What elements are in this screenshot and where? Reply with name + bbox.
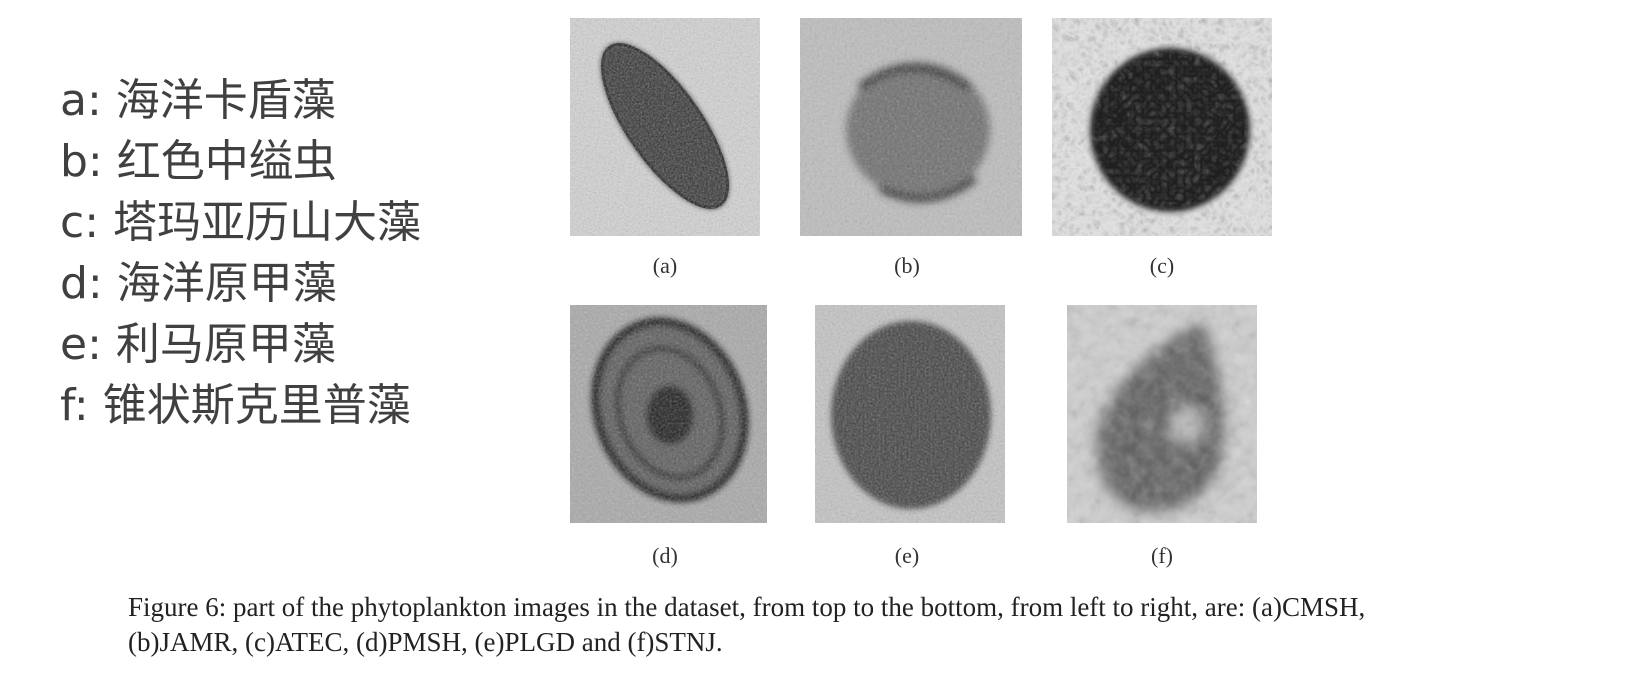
legend-item-c: c: 塔玛亚历山大藻 — [60, 197, 422, 248]
caption-line-2: (b)JAMR, (c)ATEC, (d)PMSH, (e)PLGD and (… — [128, 627, 723, 657]
panel-label-e: (e) — [894, 543, 920, 568]
legend-item-d: d: 海洋原甲藻 — [60, 258, 337, 309]
phytoplankton-image-f — [1067, 305, 1257, 523]
panel-label-c: (c) — [1149, 253, 1175, 278]
phytoplankton-image-d — [570, 305, 767, 523]
species-legend: a: 海洋卡盾藻 b: 红色中缢虫 c: 塔玛亚历山大藻 d: 海洋原甲藻 e:… — [60, 70, 421, 436]
legend-item-b: b: 红色中缢虫 — [60, 136, 337, 187]
phytoplankton-image-a — [570, 18, 760, 236]
legend-item-e: e: 利马原甲藻 — [60, 319, 336, 370]
panel-label-b: (b) — [894, 253, 920, 278]
figure-caption: Figure 6: part of the phytoplankton imag… — [128, 590, 1568, 660]
panel-label-a: (a) — [652, 253, 678, 278]
phytoplankton-image-c — [1052, 18, 1272, 236]
legend-item-f: f: 锥状斯克里普藻 — [60, 380, 411, 431]
caption-line-1: Figure 6: part of the phytoplankton imag… — [128, 592, 1366, 622]
phytoplankton-image-b — [800, 18, 1022, 236]
phytoplankton-image-e — [815, 305, 1005, 523]
legend-item-a: a: 海洋卡盾藻 — [60, 75, 336, 126]
panel-label-f: (f) — [1151, 543, 1173, 568]
panel-label-d: (d) — [652, 543, 678, 568]
